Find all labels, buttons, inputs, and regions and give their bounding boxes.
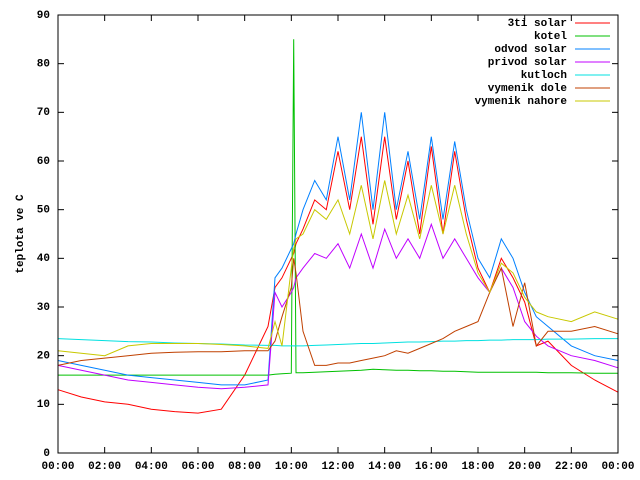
y-tick-label: 20: [37, 351, 50, 363]
series-line: [58, 39, 618, 376]
legend-label: vymenik dole: [488, 83, 568, 95]
series-line: [57, 222, 619, 390]
x-tick-label: 12:00: [321, 461, 354, 473]
x-tick-label: 08:00: [228, 461, 261, 473]
y-tick-label: 10: [37, 399, 50, 411]
x-tick-label: 10:00: [275, 461, 308, 473]
plot-border: [57, 14, 619, 454]
y-tick-label: 30: [37, 302, 50, 314]
y-tick-label: 90: [37, 10, 50, 22]
x-tick-label: 20:00: [508, 461, 541, 473]
y-tick-label: 40: [37, 253, 50, 265]
legend-label: kotel: [534, 31, 567, 43]
y-axis-label: teplota ve C: [15, 194, 27, 274]
x-tick-label: 04:00: [135, 461, 168, 473]
x-tick-label: 06:00: [181, 461, 214, 473]
y-tick-label: 60: [37, 156, 50, 168]
legend-label: privod solar: [488, 57, 567, 69]
x-tick-label: 02:00: [88, 461, 121, 473]
series-line: [57, 112, 619, 386]
series-line: [57, 180, 619, 357]
x-tick-label: 00:00: [41, 461, 74, 473]
y-tick-label: 80: [37, 59, 50, 71]
legend-label: vymenik nahore: [475, 96, 568, 108]
x-tick-label: 00:00: [601, 461, 634, 473]
x-tick-label: 16:00: [415, 461, 448, 473]
legend-label: kutloch: [521, 70, 567, 82]
y-tick-label: 70: [37, 107, 50, 119]
x-tick-label: 14:00: [368, 461, 401, 473]
y-tick-label: 50: [37, 205, 50, 217]
x-tick-label: 22:00: [555, 461, 588, 473]
legend-label: odvod solar: [494, 44, 567, 56]
y-tick-label: 0: [43, 448, 50, 460]
x-tick-label: 18:00: [461, 461, 494, 473]
legend-label: 3ti solar: [508, 18, 567, 30]
series-line: [57, 258, 619, 366]
